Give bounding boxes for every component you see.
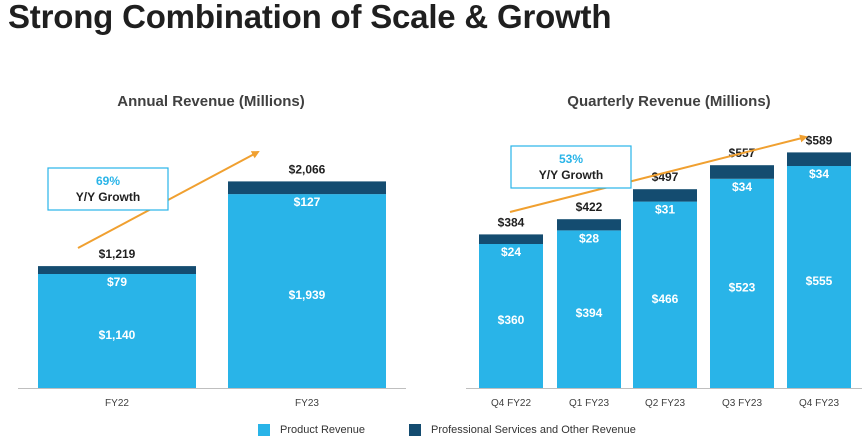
quarterly-chart-title: Quarterly Revenue (Millions): [567, 93, 770, 110]
quarterly-tick-label-4: Q4 FY23: [799, 398, 839, 409]
quarterly-tick-label-3: Q3 FY23: [722, 398, 762, 409]
page-title: Strong Combination of Scale & Growth: [8, 0, 612, 35]
annual-bar-product-fy22: [38, 274, 196, 388]
quarterly-label-services-2: $31: [655, 203, 675, 217]
quarterly-callout-text: Y/Y Growth: [539, 168, 603, 182]
quarterly-bar-services-q1-fy23: [557, 219, 621, 231]
legend-swatch-product: [258, 424, 270, 436]
annual-callout-text: Y/Y Growth: [76, 190, 140, 204]
quarterly-label-product-3: $523: [729, 280, 756, 294]
quarterly-bar-services-q3-fy23: [710, 165, 774, 179]
quarterly-label-total-4: $589: [806, 133, 833, 147]
quarterly-tick-label-0: Q4 FY22: [491, 398, 531, 409]
quarterly-bar-product-q3-fy23: [710, 178, 774, 388]
annual-callout-pct: 69%: [96, 174, 120, 188]
annual-tick-label-1: FY23: [295, 398, 319, 409]
quarterly-growth-arrow: [509, 134, 808, 213]
annual-label-total-0: $1,219: [99, 247, 136, 261]
quarterly-bar-services-q4-fy23: [787, 152, 851, 166]
quarterly-label-total-0: $384: [498, 215, 525, 229]
annual-label-product-0: $1,140: [99, 328, 136, 342]
legend-item-services: Professional Services and Other Revenue: [409, 424, 636, 436]
legend-item-product: Product Revenue: [258, 424, 365, 436]
quarterly-tick-label-2: Q2 FY23: [645, 398, 685, 409]
quarterly-label-services-1: $28: [579, 231, 599, 245]
annual-label-services-0: $79: [107, 275, 127, 289]
legend-label-services: Professional Services and Other Revenue: [431, 424, 636, 436]
annual-bar-product-fy23: [228, 194, 386, 388]
quarterly-label-total-1: $422: [576, 200, 603, 214]
quarterly-label-services-0: $24: [501, 245, 521, 259]
quarterly-callout-box: [510, 145, 632, 189]
quarterly-bar-product-q2-fy23: [633, 201, 697, 388]
annual-label-services-1: $127: [294, 195, 321, 209]
annual-bar-services-fy23: [228, 181, 386, 195]
quarterly-callout-pct: 53%: [559, 152, 583, 166]
annual-label-total-1: $2,066: [289, 162, 326, 176]
chart-legend: Product Revenue Professional Services an…: [258, 424, 680, 436]
annual-label-product-1: $1,939: [289, 288, 326, 302]
quarterly-tick-label-1: Q1 FY23: [569, 398, 609, 409]
quarterly-label-product-4: $555: [806, 274, 833, 288]
quarterly-bar-product-q4-fy22: [479, 244, 543, 388]
annual-tick-label-0: FY22: [105, 398, 129, 409]
annual-callout-box: [47, 167, 169, 211]
quarterly-bar-services-q4-fy22: [479, 234, 543, 244]
quarterly-label-product-0: $360: [498, 313, 525, 327]
legend-label-product: Product Revenue: [280, 424, 365, 436]
quarterly-label-product-1: $394: [576, 306, 603, 320]
legend-swatch-services: [409, 424, 421, 436]
quarterly-label-product-2: $466: [652, 292, 679, 306]
quarterly-label-services-3: $34: [732, 180, 752, 194]
annual-chart-title: Annual Revenue (Millions): [117, 93, 305, 110]
annual-bar-services-fy22: [38, 266, 196, 274]
quarterly-label-services-4: $34: [809, 167, 829, 181]
quarterly-bar-product-q4-fy23: [787, 166, 851, 388]
quarterly-bar-product-q1-fy23: [557, 230, 621, 388]
quarterly-bar-services-q2-fy23: [633, 189, 697, 202]
